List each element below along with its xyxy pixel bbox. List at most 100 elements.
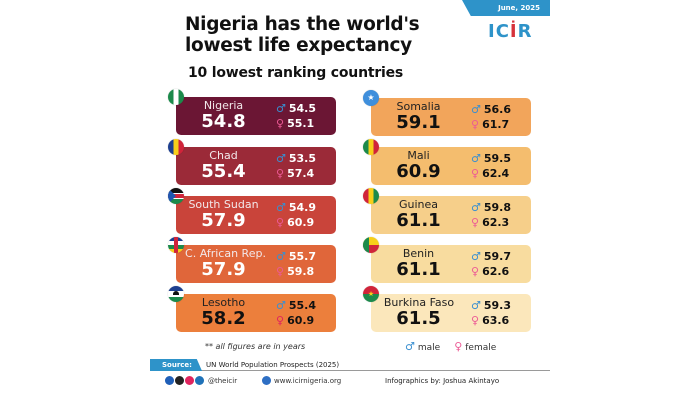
male-value-row: ♂ 53.5 xyxy=(276,152,317,165)
overall-value: 55.4 xyxy=(201,161,246,182)
male-icon: ♂ xyxy=(276,152,286,165)
infographic: June, 2025 ICİR Nigeria has the world's … xyxy=(150,0,550,400)
country-name: Somalia xyxy=(396,100,441,113)
male-value-row: ♂ 59.5 xyxy=(471,152,512,165)
male-icon: ♂ xyxy=(276,201,286,214)
male-value-row: ♂ 55.4 xyxy=(276,299,317,312)
central-african-republic-flag-icon xyxy=(168,237,184,253)
country-card-mali: Mali 60.9 ♂ 59.5 ♀ 62.4 xyxy=(371,147,531,185)
instagram-icon[interactable] xyxy=(185,376,194,385)
female-value-row: ♀ 55.1 xyxy=(276,117,315,130)
country-name: Mali xyxy=(407,149,430,162)
social-handle[interactable]: @theicir xyxy=(208,376,238,385)
country-card-benin: Benin 61.1 ♂ 59.7 ♀ 62.6 xyxy=(371,245,531,283)
female-icon: ♀ xyxy=(276,117,285,130)
legend-female: ♀ female xyxy=(454,340,497,353)
country-card-burkina-faso: Burkina Faso 61.5 ♂ 59.3 ♀ 63.6 xyxy=(371,294,531,332)
mali-flag-icon xyxy=(363,139,379,155)
female-value-row: ♀ 60.9 xyxy=(276,216,315,229)
male-value-row: ♂ 55.7 xyxy=(276,250,317,263)
male-icon: ♂ xyxy=(471,299,481,312)
female-icon: ♀ xyxy=(276,167,285,180)
country-card-south-sudan: South Sudan 57.9 ♂ 54.9 ♀ 60.9 xyxy=(176,196,336,234)
somalia-flag-icon: ★ xyxy=(363,90,379,106)
burkina-faso-flag-icon: ★ xyxy=(363,286,379,302)
female-value-row: ♀ 57.4 xyxy=(276,167,315,180)
overall-value: 59.1 xyxy=(396,112,441,133)
credit: Infographics by: Joshua Akintayo xyxy=(385,377,500,385)
country-card-nigeria: Nigeria 54.8 ♂ 54.5 ♀ 55.1 xyxy=(176,97,336,135)
lesotho-flag-icon xyxy=(168,286,184,302)
female-icon: ♀ xyxy=(276,265,285,278)
overall-value: 60.9 xyxy=(396,161,441,182)
country-name: South Sudan xyxy=(188,198,259,211)
female-icon: ♀ xyxy=(471,265,480,278)
female-icon: ♀ xyxy=(471,216,480,229)
country-name: Chad xyxy=(209,149,238,162)
overall-value: 54.8 xyxy=(201,111,246,132)
female-value-row: ♀ 61.7 xyxy=(471,118,510,131)
male-value-row: ♂ 59.7 xyxy=(471,250,512,263)
male-icon: ♂ xyxy=(276,299,286,312)
country-card-somalia: Somalia 59.1 ♂ 56.6 ♀ 61.7 xyxy=(371,98,531,136)
overall-value: 57.9 xyxy=(201,259,246,280)
male-icon: ♂ xyxy=(276,102,286,115)
page-title: Nigeria has the world's lowest life expe… xyxy=(185,14,420,56)
country-name: Burkina Faso xyxy=(383,296,455,309)
female-icon: ♀ xyxy=(471,118,480,131)
male-icon: ♂ xyxy=(471,201,481,214)
female-value-row: ♀ 59.8 xyxy=(276,265,315,278)
female-value-row: ♀ 60.9 xyxy=(276,314,315,327)
female-icon: ♀ xyxy=(276,216,285,229)
source-bar: Source: UN World Population Prospects (2… xyxy=(150,359,550,371)
male-icon: ♂ xyxy=(471,103,481,116)
female-value-row: ♀ 62.6 xyxy=(471,265,510,278)
nigeria-flag-icon xyxy=(168,89,184,105)
benin-flag-icon xyxy=(363,237,379,253)
female-icon: ♀ xyxy=(471,167,480,180)
page-subtitle: 10 lowest ranking countries xyxy=(188,65,404,81)
female-value-row: ♀ 62.3 xyxy=(471,216,510,229)
female-value-row: ♀ 62.4 xyxy=(471,167,510,180)
country-name: Guinea xyxy=(398,198,439,211)
country-name: Nigeria xyxy=(203,99,244,112)
date-tag: June, 2025 xyxy=(462,0,550,16)
overall-value: 61.1 xyxy=(396,259,441,280)
country-name: Lesotho xyxy=(201,296,246,309)
country-name: Benin xyxy=(402,247,435,260)
female-icon: ♀ xyxy=(471,314,480,327)
overall-value: 58.2 xyxy=(201,308,246,329)
social-links: @theicir xyxy=(165,376,237,385)
guinea-flag-icon xyxy=(363,188,379,204)
country-name: C. African Rep. xyxy=(185,247,266,260)
chad-flag-icon xyxy=(168,139,184,155)
globe-icon xyxy=(262,376,271,385)
female-icon: ♀ xyxy=(454,340,463,353)
legend-male: ♂ male xyxy=(405,340,441,353)
x-icon[interactable] xyxy=(175,376,184,385)
facebook-icon[interactable] xyxy=(165,376,174,385)
icir-logo: ICİR xyxy=(488,21,533,42)
female-value-row: ♀ 63.6 xyxy=(471,314,510,327)
overall-value: 57.9 xyxy=(201,210,246,231)
male-icon: ♂ xyxy=(276,250,286,263)
website-link[interactable]: www.icirnigeria.org xyxy=(262,376,341,385)
male-value-row: ♂ 59.8 xyxy=(471,201,512,214)
linkedin-icon[interactable] xyxy=(195,376,204,385)
female-icon: ♀ xyxy=(276,314,285,327)
country-card-chad: Chad 55.4 ♂ 53.5 ♀ 57.4 xyxy=(176,147,336,185)
overall-value: 61.1 xyxy=(396,210,441,231)
south-sudan-flag-icon xyxy=(168,188,184,204)
source-label: Source: xyxy=(150,359,202,371)
overall-value: 61.5 xyxy=(396,308,441,329)
male-value-row: ♂ 56.6 xyxy=(471,103,512,116)
footnote: ** all figures are in years xyxy=(205,342,306,351)
source-text: UN World Population Prospects (2025) xyxy=(206,361,340,369)
male-value-row: ♂ 54.5 xyxy=(276,102,317,115)
male-icon: ♂ xyxy=(405,340,415,353)
male-value-row: ♂ 59.3 xyxy=(471,299,512,312)
legend: ♂ male ♀ female xyxy=(405,340,496,353)
country-card-central-african-republic: C. African Rep. 57.9 ♂ 55.7 ♀ 59.8 xyxy=(176,245,336,283)
country-card-guinea: Guinea 61.1 ♂ 59.8 ♀ 62.3 xyxy=(371,196,531,234)
male-icon: ♂ xyxy=(471,250,481,263)
